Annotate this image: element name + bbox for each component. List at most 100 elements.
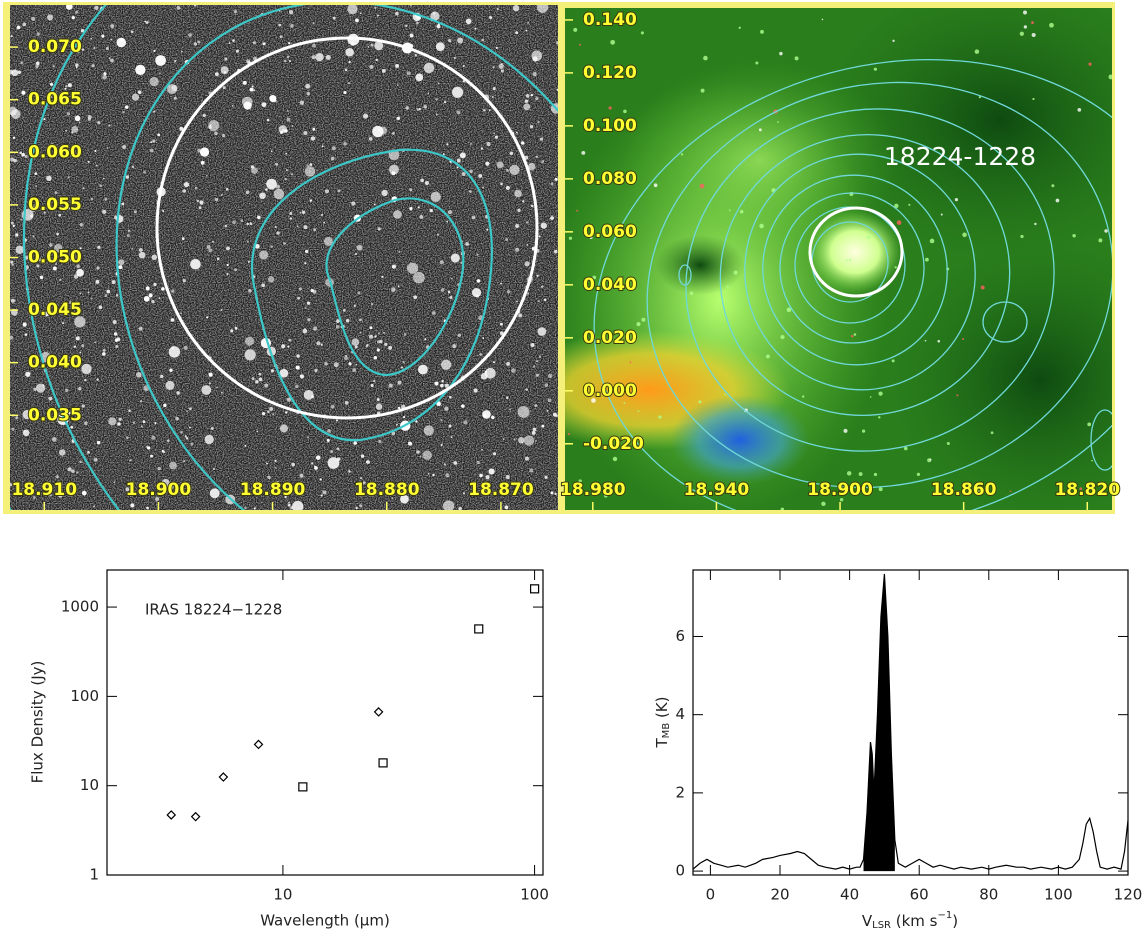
x-tick-label: 18.900: [807, 480, 873, 500]
star: [276, 231, 280, 235]
star: [315, 52, 324, 62]
star: [604, 494, 608, 498]
star: [515, 31, 519, 35]
x-tick-label: 18.910: [11, 480, 77, 500]
star: [136, 371, 142, 378]
star: [48, 396, 53, 401]
star: [75, 63, 79, 67]
star: [289, 212, 293, 215]
star: [185, 437, 189, 440]
star: [74, 316, 86, 328]
star: [359, 318, 362, 322]
star: [427, 472, 430, 475]
star: [496, 7, 499, 11]
x-tick-label: 18.900: [126, 480, 192, 500]
star: [388, 164, 399, 175]
star: [104, 294, 108, 297]
star: [453, 461, 458, 465]
star: [303, 225, 308, 230]
star: [1019, 31, 1024, 36]
y-tick-label: 0.060: [583, 222, 637, 242]
star: [36, 264, 40, 268]
star: [465, 242, 469, 246]
star: [295, 384, 299, 389]
star: [197, 40, 201, 44]
star: [153, 282, 157, 287]
star: [59, 278, 62, 282]
star: [471, 215, 476, 220]
star: [266, 118, 270, 122]
star: [532, 71, 537, 77]
star: [492, 452, 497, 456]
star: [117, 422, 121, 426]
x-tick-label: 18.940: [684, 480, 750, 500]
star: [509, 151, 514, 156]
star: [208, 372, 213, 377]
star: [180, 50, 183, 53]
star: [22, 322, 27, 327]
star: [319, 478, 322, 481]
star: [578, 479, 582, 483]
star: [486, 228, 489, 231]
star: [35, 61, 40, 66]
star: [176, 5, 181, 10]
y-tick-label: 0.100: [583, 116, 637, 136]
star: [397, 285, 400, 288]
star: [351, 338, 360, 346]
star: [448, 424, 452, 428]
star: [479, 473, 483, 478]
star: [640, 31, 644, 35]
star: [1049, 22, 1054, 28]
star: [567, 432, 570, 436]
star: [306, 164, 309, 167]
star: [97, 245, 101, 249]
star: [67, 83, 72, 88]
y-tick-label: 0.065: [28, 90, 82, 110]
star: [462, 80, 465, 83]
star: [536, 274, 539, 278]
star: [183, 460, 186, 463]
star: [535, 155, 539, 159]
star: [118, 417, 122, 421]
star: [116, 337, 121, 342]
star: [155, 55, 166, 66]
star: [75, 10, 79, 14]
y-label-sub: MB: [661, 723, 672, 739]
star: [274, 466, 277, 469]
star: [546, 409, 549, 412]
y-tick-label: 0.040: [583, 275, 637, 295]
star: [878, 391, 883, 396]
star: [208, 382, 211, 385]
star: [287, 345, 290, 348]
star: [794, 56, 799, 61]
star: [76, 264, 80, 269]
star: [765, 354, 770, 359]
star: [49, 493, 52, 497]
star: [108, 417, 117, 426]
star: [407, 483, 412, 488]
star: [445, 473, 450, 478]
star: [261, 283, 266, 288]
star: [515, 223, 520, 228]
star: [307, 436, 310, 439]
star: [106, 147, 109, 149]
star: [87, 160, 90, 164]
star: [440, 443, 443, 447]
star: [220, 391, 223, 394]
star: [251, 167, 258, 174]
star: [184, 435, 187, 438]
star: [531, 430, 536, 435]
x-tick-label: 18.820: [1054, 480, 1120, 500]
star: [130, 503, 135, 508]
star: [504, 505, 509, 510]
star: [10, 260, 14, 264]
star: [543, 298, 547, 302]
star: [245, 336, 255, 346]
star: [266, 178, 277, 190]
star: [138, 248, 143, 252]
star: [623, 109, 627, 114]
star: [342, 308, 346, 312]
star: [143, 385, 150, 392]
star: [267, 339, 270, 342]
star: [82, 187, 85, 190]
